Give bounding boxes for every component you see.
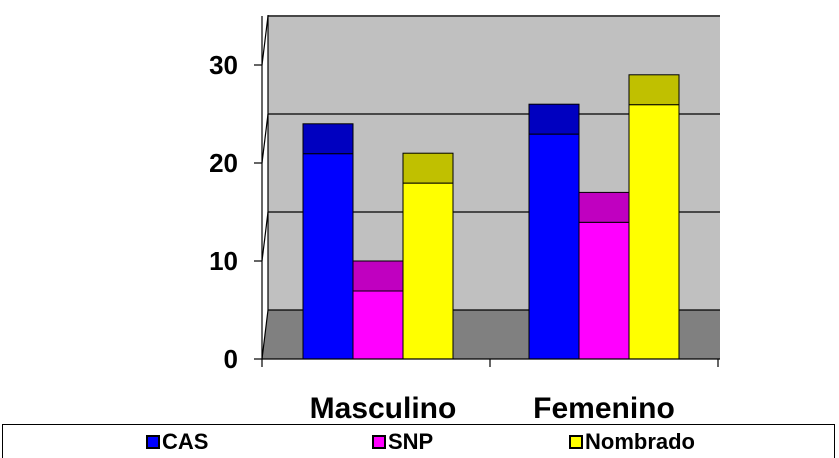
gridline-diagonal (261, 113, 269, 164)
bar-nombrado-masculino (402, 152, 454, 360)
legend: CAS SNP Nombrado (2, 424, 835, 458)
gridline-diagonal (261, 309, 269, 360)
bar-top (352, 260, 404, 292)
bar-face (628, 104, 680, 360)
gridline-diagonal (261, 15, 269, 66)
bar-top (628, 74, 680, 106)
x-axis: Masculino Femenino (261, 358, 720, 424)
bar-chart: 0 10 20 30 Masculino Femenino (209, 15, 720, 424)
y-tick-label: 10 (209, 246, 238, 276)
y-tick-label: 30 (209, 50, 238, 80)
legend-swatch-snp (372, 435, 386, 449)
legend-item-cas: CAS (146, 429, 208, 455)
bar-snp-masculino (352, 260, 404, 360)
y-tick-label: 0 (224, 344, 238, 374)
legend-swatch-cas (146, 435, 160, 449)
y-tick-label: 20 (209, 148, 238, 178)
bar-snp-femenino (578, 191, 630, 360)
category-label-femenino: Femenino (533, 392, 675, 424)
bar-top (302, 123, 354, 155)
legend-swatch-nombrado (569, 435, 583, 449)
y-axis: 0 10 20 30 (209, 16, 263, 374)
bar-top (578, 191, 630, 223)
bar-face (528, 133, 580, 360)
bar-cas-masculino (302, 123, 354, 360)
bar-cas-femenino (528, 103, 580, 360)
bar-face (402, 182, 454, 360)
bar-nombrado-femenino (628, 74, 680, 360)
category-label-masculino: Masculino (310, 392, 457, 424)
bar-top (402, 152, 454, 184)
gridline-diagonal (261, 211, 269, 262)
legend-label-cas: CAS (162, 429, 209, 454)
bar-face (578, 221, 630, 360)
bar-face (352, 290, 404, 360)
bars (302, 74, 680, 360)
bar-face (302, 153, 354, 360)
legend-label-snp: SNP (388, 429, 434, 454)
bar-top (528, 103, 580, 135)
legend-item-snp: SNP (372, 429, 433, 455)
legend-label-nombrado: Nombrado (585, 429, 695, 454)
legend-item-nombrado: Nombrado (569, 429, 695, 455)
